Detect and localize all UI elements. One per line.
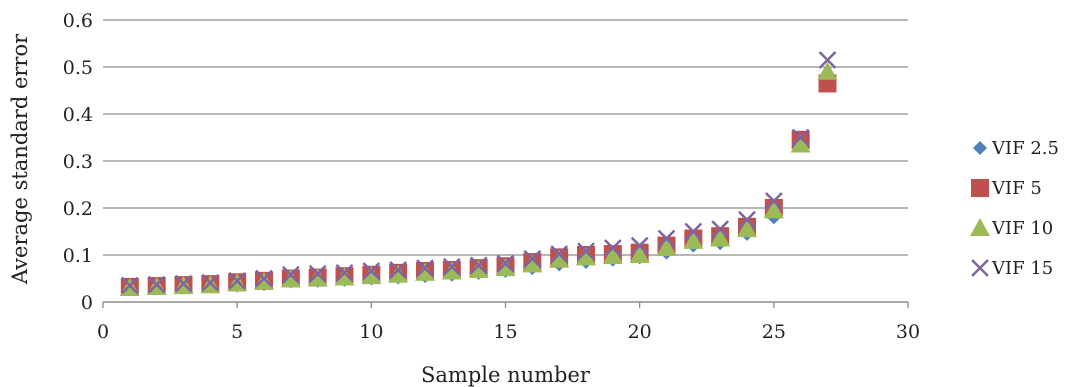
data-point: [576, 247, 596, 266]
y-tick-label: 0.2: [63, 198, 93, 220]
data-point: [577, 242, 595, 261]
data-point: [416, 259, 434, 278]
data-point: [656, 237, 677, 256]
data-point: [737, 219, 757, 238]
legend-label: VIF 2.5: [991, 138, 1059, 159]
data-point: [549, 249, 570, 268]
data-point: [468, 260, 489, 279]
legend-marker: [970, 218, 990, 236]
data-point: [711, 220, 730, 239]
data-point: [442, 257, 461, 276]
data-point: [550, 245, 569, 263]
x-tick-label: 5: [231, 321, 243, 343]
y-tick-label: 0.5: [63, 57, 93, 79]
x-tick-label: 10: [359, 321, 383, 343]
data-point: [201, 273, 220, 292]
y-tick-label: 0.3: [63, 151, 93, 173]
data-point: [255, 269, 273, 288]
data-point: [657, 229, 676, 248]
data-point: [388, 264, 409, 283]
y-tick-label: 0.4: [63, 104, 93, 126]
data-point: [308, 264, 327, 283]
legend-label: VIF 15: [991, 258, 1053, 279]
data-point: [683, 230, 704, 249]
legend-marker: [973, 141, 987, 155]
data-point: [361, 266, 382, 285]
y-axis-title: Average standard error: [8, 33, 32, 285]
data-point: [818, 51, 837, 69]
legend-marker: [971, 179, 989, 197]
x-tick-label: 25: [762, 321, 786, 343]
data-point: [496, 254, 515, 273]
data-point: [281, 265, 300, 284]
data-point: [602, 245, 623, 264]
data-point: [228, 271, 247, 290]
x-axis-title: Sample number: [421, 363, 591, 387]
legend-marker: [971, 259, 989, 277]
y-tick-label: 0: [81, 292, 93, 314]
data-point: [684, 222, 703, 241]
data-point: [817, 61, 838, 80]
data-point: [629, 245, 650, 263]
data-point: [254, 271, 274, 290]
data-point: [790, 134, 811, 153]
data-point: [280, 269, 301, 288]
data-point: [764, 192, 783, 210]
data-point: [469, 256, 488, 275]
legend-label: VIF 5: [991, 178, 1042, 199]
data-point: [120, 276, 139, 295]
data-point: [335, 263, 354, 282]
data-point: [791, 128, 810, 147]
data-point: [362, 262, 381, 280]
x-tick-label: 20: [628, 321, 652, 343]
data-point: [147, 275, 166, 294]
data-point: [522, 254, 543, 273]
data-point: [334, 267, 355, 286]
data-point: [523, 249, 542, 268]
data-point: [603, 239, 622, 257]
data-point: [307, 268, 328, 287]
y-tick-label: 0.6: [63, 10, 93, 32]
data-point: [738, 210, 756, 229]
x-tick-label: 15: [493, 321, 517, 343]
data-point: [415, 262, 435, 281]
data-point: [630, 236, 649, 255]
data-point: [174, 274, 193, 293]
data-point: [763, 200, 784, 219]
y-tick-label: 0.1: [63, 245, 93, 267]
x-tick-label: 0: [97, 321, 109, 343]
legend-label: VIF 10: [991, 218, 1053, 239]
data-point: [495, 258, 516, 277]
x-tick-label: 30: [896, 321, 920, 343]
data-point: [389, 261, 408, 279]
data-point: [441, 261, 462, 280]
data-point: [710, 228, 731, 247]
